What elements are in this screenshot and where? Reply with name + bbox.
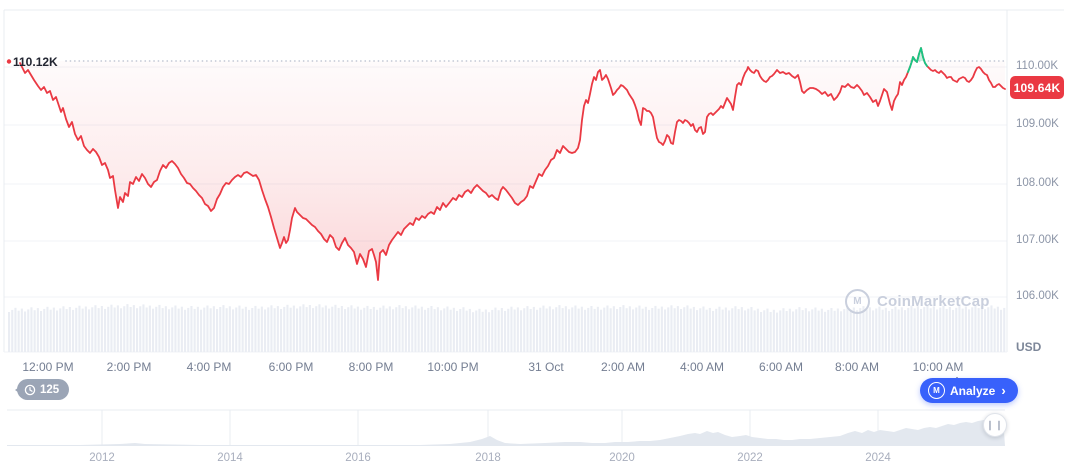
timeline-range-handle[interactable]: ❙❙ <box>983 413 1007 437</box>
year-label-2024: 2024 <box>865 452 891 464</box>
open-price-label: 110.12K <box>13 55 58 69</box>
current-price-badge: 109.64K <box>1010 76 1064 99</box>
x-axis-tick: 4:00 PM <box>186 360 232 374</box>
watermark-text: CoinMarketCap <box>877 293 990 310</box>
drag-grip-icon: ❙❙ <box>986 419 1004 431</box>
x-axis-tick: 6:00 PM <box>268 360 314 374</box>
x-axis-tick: 12:00 PM <box>22 360 74 374</box>
analyze-logo-icon: M <box>928 382 945 399</box>
x-axis-tick: 4:00 AM <box>679 360 725 374</box>
x-axis-tick: 8:00 AM <box>834 360 880 374</box>
y-axis-tick-109.00K: 109.00K <box>1016 118 1059 130</box>
analyze-button[interactable]: M Analyze › <box>920 378 1018 403</box>
x-axis-tick: 6:00 AM <box>758 360 804 374</box>
year-label-2022: 2022 <box>737 452 763 464</box>
y-axis-tick-106.00K: 106.00K <box>1016 290 1059 302</box>
coinmarketcap-logo-icon: M <box>845 289 870 314</box>
x-axis-tick: 2:00 AM <box>600 360 646 374</box>
year-label-2020: 2020 <box>609 452 635 464</box>
x-axis-tick: 31 Oct <box>528 360 564 374</box>
analyze-label: Analyze <box>950 383 996 398</box>
year-label-2018: 2018 <box>475 452 501 464</box>
y-axis-tick-110.00K: 110.00K <box>1016 60 1058 72</box>
history-count-label: 125 <box>40 383 60 396</box>
x-axis-tick: 8:00 PM <box>348 360 394 374</box>
chevron-right-icon: › <box>1001 383 1006 398</box>
y-axis-tick-108.00K: 108.00K <box>1016 177 1059 189</box>
history-count-badge[interactable]: 125 <box>14 379 70 400</box>
y-axis-unit-label: USD <box>1016 340 1042 354</box>
y-axis-tick-107.00K: 107.00K <box>1016 234 1059 246</box>
year-label-2014: 2014 <box>217 452 243 464</box>
year-label-2012: 2012 <box>89 452 115 464</box>
x-axis-tick: 2:00 PM <box>106 360 152 374</box>
year-label-2016: 2016 <box>345 452 371 464</box>
coinmarketcap-watermark: M CoinMarketCap <box>845 289 990 314</box>
clock-history-icon <box>24 384 36 395</box>
x-axis-tick: 10:00 PM <box>427 360 479 374</box>
x-axis-tick: 10:00 AM <box>912 360 964 374</box>
